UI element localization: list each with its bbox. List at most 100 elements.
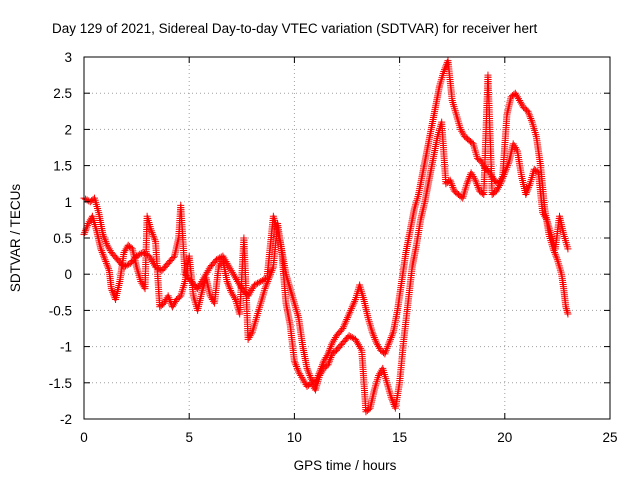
data-point [196, 281, 204, 289]
data-point [122, 262, 130, 270]
data-point [347, 306, 355, 314]
data-point [296, 370, 304, 378]
data-point [197, 279, 205, 287]
data-point [97, 245, 105, 253]
data-point [523, 189, 531, 197]
data-point [502, 165, 510, 173]
data-point [351, 335, 359, 343]
data-point [304, 368, 312, 376]
data-point [324, 361, 332, 369]
data-point [354, 339, 362, 347]
data-point [370, 334, 378, 342]
data-point [533, 168, 541, 176]
data-point [514, 95, 522, 103]
data-point [149, 230, 157, 238]
data-point [215, 263, 223, 271]
data-point [150, 234, 158, 242]
data-point [121, 247, 129, 255]
data-point [471, 176, 479, 184]
data-point [447, 178, 455, 186]
data-point [371, 335, 379, 343]
data-point [224, 279, 232, 287]
data-point [509, 140, 517, 148]
data-point [325, 357, 333, 365]
data-point [229, 270, 237, 278]
data-point [327, 343, 335, 351]
data-point [500, 171, 508, 179]
data-point [326, 344, 334, 352]
data-point [386, 335, 394, 343]
data-point [387, 334, 395, 342]
x-tick-label: 15 [392, 430, 407, 445]
data-point [564, 245, 572, 253]
data-point [328, 341, 336, 349]
data-point [473, 180, 481, 188]
data-point [228, 290, 236, 298]
y-axis-label: SDTVAR / TECUs [8, 184, 23, 293]
data-point [102, 238, 110, 246]
data-point [169, 254, 177, 262]
data-point [522, 191, 530, 199]
data-point [494, 183, 502, 191]
data-point [257, 277, 265, 285]
data-point [384, 341, 392, 349]
data-point [552, 252, 560, 260]
data-point [165, 294, 173, 302]
data-point [550, 247, 558, 255]
data-point [326, 355, 334, 363]
data-point [268, 267, 276, 275]
data-point [351, 297, 359, 305]
data-point [340, 323, 348, 331]
data-point [386, 337, 394, 345]
data-point [100, 234, 108, 242]
data-point [516, 96, 524, 104]
data-point [382, 348, 390, 356]
x-tick-label: 25 [602, 430, 617, 445]
data-point [499, 174, 507, 182]
y-tick-label: 2 [64, 122, 72, 137]
data-point [120, 248, 128, 256]
data-point [511, 144, 519, 151]
data-point [261, 285, 269, 293]
data-point [100, 254, 108, 262]
data-point [369, 330, 377, 338]
data-point [344, 312, 352, 320]
data-point [440, 66, 448, 74]
data-point [109, 288, 117, 296]
data-point [160, 299, 168, 307]
y-tick-label: 1 [64, 195, 72, 210]
y-tick-label: -0.5 [49, 303, 72, 318]
data-point [102, 258, 110, 266]
data-point [195, 283, 203, 291]
x-tick-label: 20 [497, 430, 512, 445]
data-point [317, 370, 325, 378]
data-point [564, 310, 572, 318]
data-point [388, 395, 396, 403]
data-point [293, 364, 301, 372]
data-point [300, 377, 308, 385]
data-point [330, 335, 338, 343]
data-point [203, 268, 211, 276]
data-point [194, 285, 202, 293]
data-point [100, 252, 108, 260]
data-point [512, 91, 520, 99]
data-point [149, 232, 157, 240]
data-point [347, 305, 355, 313]
data-point [446, 176, 454, 184]
data-point [244, 335, 252, 343]
y-tick-label: -2 [60, 412, 72, 427]
data-point [227, 286, 235, 294]
data-point [267, 268, 275, 276]
data-point [148, 229, 156, 237]
data-point [230, 272, 238, 280]
data-point [105, 245, 113, 253]
data-point [295, 368, 303, 376]
data-point [267, 270, 275, 278]
data-point [468, 171, 476, 179]
data-point [356, 343, 364, 351]
data-point [510, 142, 518, 150]
data-point [562, 303, 570, 311]
data-point [122, 245, 130, 253]
data-point [169, 301, 177, 309]
data-point [264, 276, 272, 284]
